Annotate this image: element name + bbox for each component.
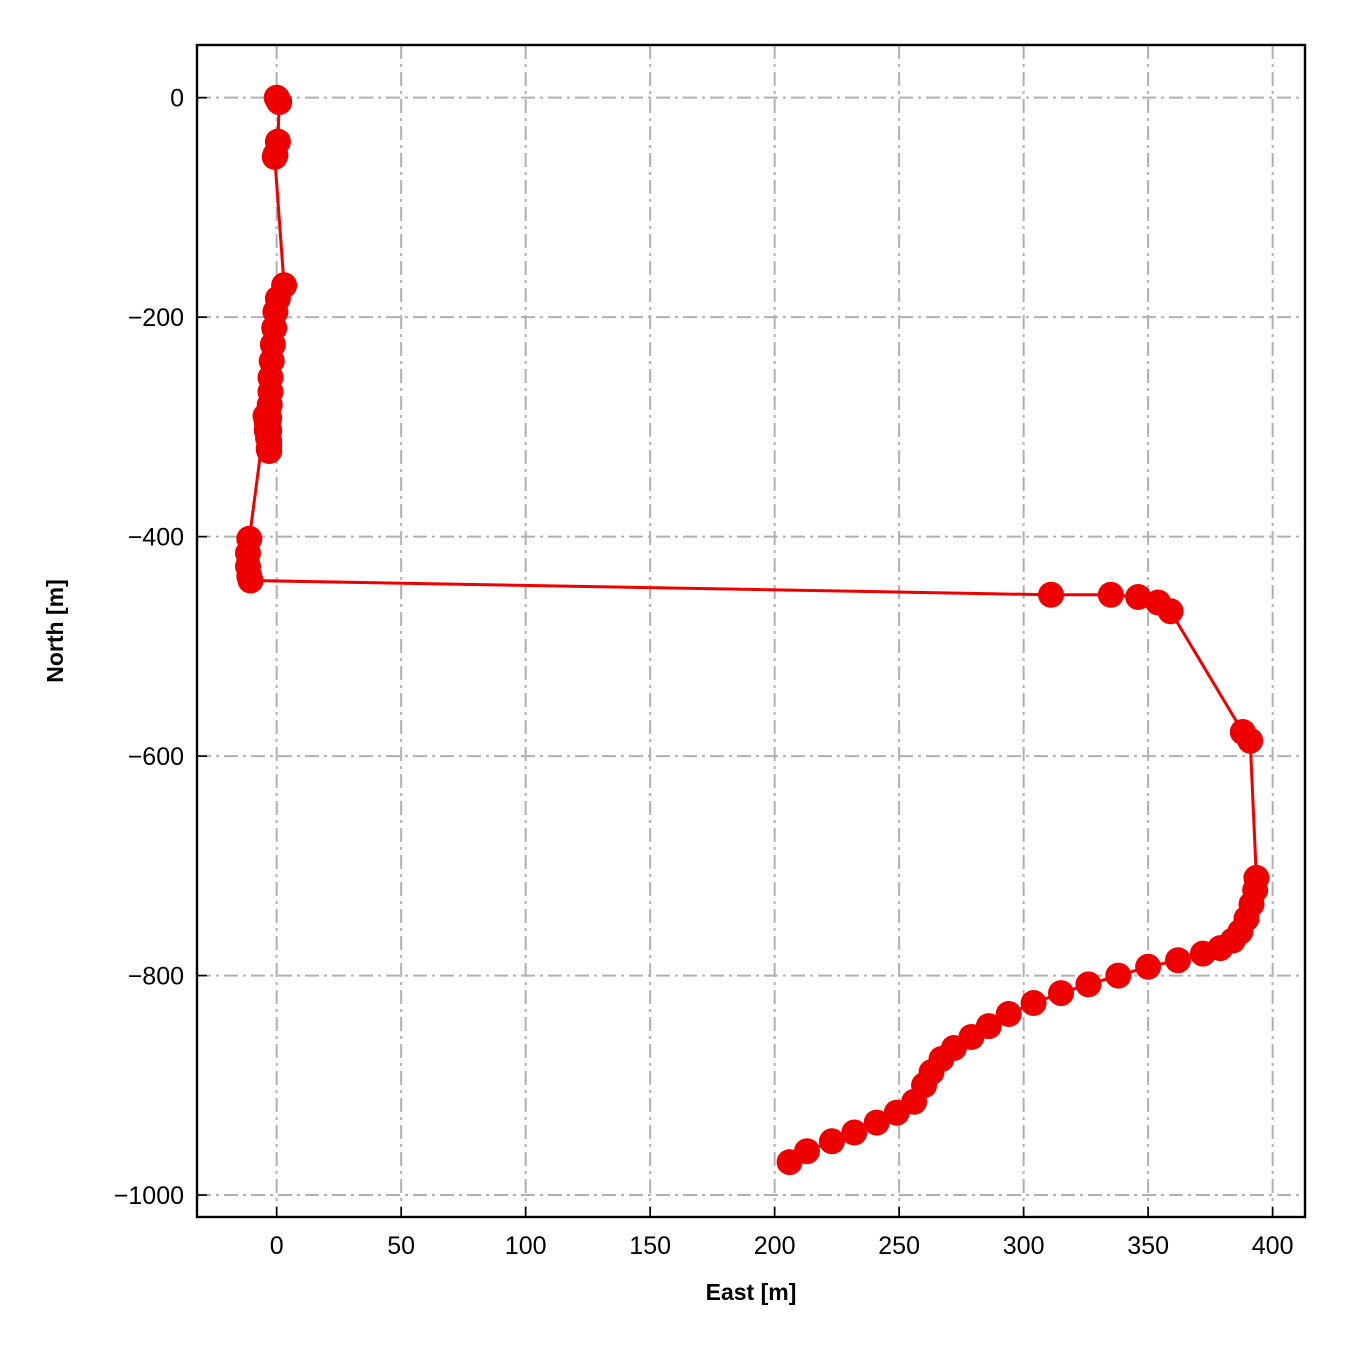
data-point (1075, 971, 1102, 998)
data-point (863, 1109, 890, 1136)
data-point (1097, 581, 1124, 608)
data-point (1165, 947, 1191, 974)
axis-ticks: 0 50 100 150 200 250 300 350 400 0 −200 −400 −600 −80… (114, 85, 1294, 1260)
data-point (252, 402, 279, 429)
x-tick-label: 300 (1003, 1232, 1045, 1260)
y-tick-label: −800 (128, 963, 184, 991)
data-point (237, 567, 264, 594)
data-point (1048, 980, 1074, 1007)
data-point (1105, 962, 1132, 989)
x-tick-label: 100 (505, 1232, 547, 1260)
y-tick-label: −400 (128, 524, 184, 552)
grid-lines (197, 45, 1305, 1217)
data-point (1135, 953, 1162, 980)
data-point (995, 1001, 1022, 1027)
data-point (1020, 990, 1047, 1016)
y-tick-label: −600 (128, 743, 184, 771)
y-tick-label: −200 (128, 304, 184, 332)
data-point (818, 1128, 845, 1155)
data-point (1125, 584, 1152, 610)
x-tick-label: 350 (1127, 1232, 1169, 1260)
trajectory-line (246, 96, 1258, 1164)
x-tick-label: 150 (629, 1232, 671, 1260)
data-point (1237, 727, 1264, 754)
y-tick-label: 0 (170, 85, 184, 113)
data-point (841, 1119, 868, 1146)
x-tick-label: 400 (1252, 1232, 1294, 1260)
x-tick-label: 250 (878, 1232, 920, 1260)
data-point (883, 1099, 910, 1126)
x-tick-label: 0 (270, 1232, 284, 1260)
y-axis-label: North [m] (42, 579, 68, 682)
data-series (235, 84, 1270, 1176)
x-tick-label: 200 (754, 1232, 796, 1260)
data-point (261, 143, 288, 170)
data-point (1038, 581, 1064, 608)
data-point (1157, 598, 1184, 625)
plot-frame (195, 43, 1307, 1219)
x-axis-label: East [m] (706, 1279, 797, 1305)
x-tick-label: 50 (387, 1232, 415, 1260)
data-point (776, 1149, 803, 1176)
data-point (1189, 940, 1216, 967)
data-point (266, 89, 293, 116)
y-tick-label: −1000 (114, 1182, 184, 1210)
